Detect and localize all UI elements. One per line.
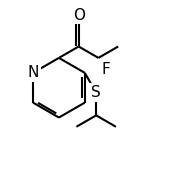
Text: O: O	[73, 8, 85, 23]
Text: S: S	[91, 85, 101, 100]
Text: F: F	[101, 62, 110, 77]
Text: N: N	[27, 65, 39, 80]
